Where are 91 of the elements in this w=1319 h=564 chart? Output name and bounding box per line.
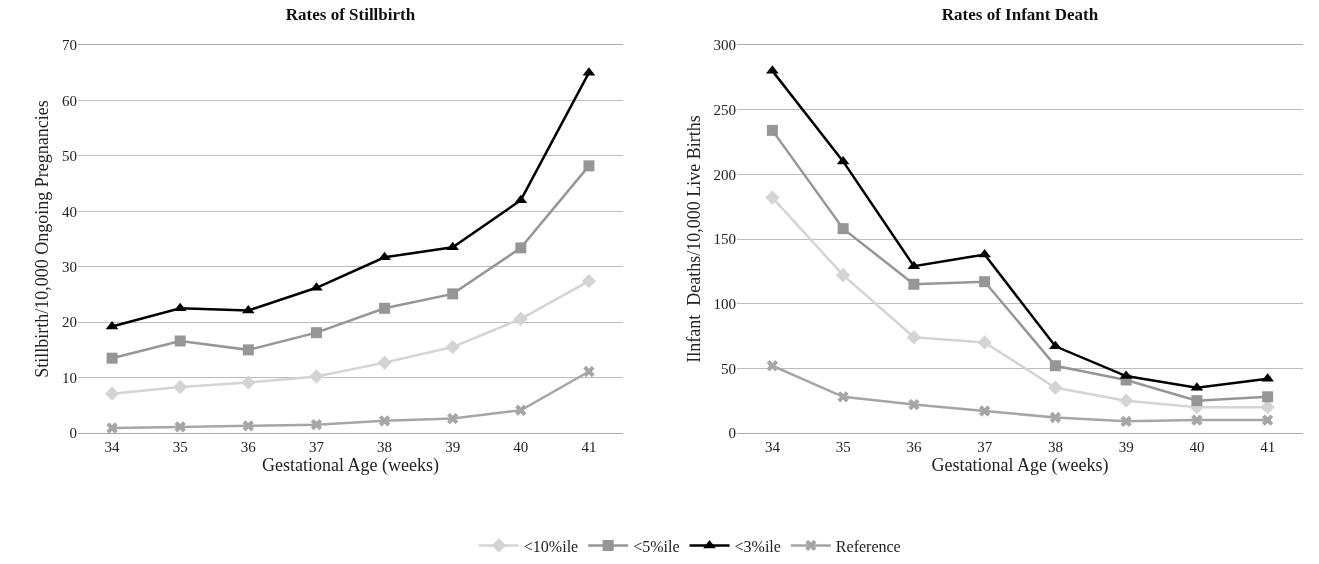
point xyxy=(837,223,849,235)
y-tick-label: 10 xyxy=(62,369,77,386)
point xyxy=(174,335,186,347)
x-tick-label: 39 xyxy=(1118,439,1134,455)
y-tick-label: 250 xyxy=(713,101,736,118)
legend-label: Reference xyxy=(835,537,901,555)
x-tick-label: 35 xyxy=(835,439,851,455)
y-tick-label: 30 xyxy=(62,258,77,275)
point xyxy=(583,365,595,378)
point xyxy=(310,419,323,431)
point xyxy=(581,273,597,289)
point xyxy=(447,412,459,425)
point xyxy=(837,391,849,403)
point xyxy=(513,311,528,326)
point xyxy=(515,242,527,254)
x-tick-label: 38 xyxy=(1047,439,1063,455)
point xyxy=(766,360,779,372)
chart-title: Rates of Infant Death xyxy=(941,4,1099,24)
y-axis-title: Ilnfant Deaths/10,000 Live Births xyxy=(683,115,704,363)
point xyxy=(447,288,459,300)
point xyxy=(515,404,527,416)
x-tick-label: 37 xyxy=(977,439,993,455)
point xyxy=(446,241,460,251)
point xyxy=(835,268,851,283)
y-tick-label: 300 xyxy=(713,37,736,54)
point xyxy=(173,302,187,312)
x-tick-label: 40 xyxy=(1189,439,1205,455)
legend-label: <10%ile xyxy=(523,537,579,555)
point xyxy=(445,339,460,355)
y-tick-label: 200 xyxy=(713,166,736,183)
y-tick-label: 0 xyxy=(728,425,736,442)
point xyxy=(242,344,254,356)
point xyxy=(1049,340,1062,350)
point xyxy=(309,369,324,384)
point xyxy=(766,124,778,136)
x-tick-label: 34 xyxy=(764,439,781,455)
x-tick-label: 37 xyxy=(308,439,325,455)
x-axis-title: Gestational Age (weeks) xyxy=(262,455,439,477)
point xyxy=(106,422,118,433)
point xyxy=(1118,393,1134,408)
chart-title: Rates of Stillbirth xyxy=(285,4,416,24)
y-tick-label: 50 xyxy=(62,148,77,165)
point xyxy=(174,421,186,433)
point xyxy=(908,398,920,411)
x-tick-label: 39 xyxy=(445,439,461,455)
x-axis-title: Gestational Age (weeks) xyxy=(931,455,1109,477)
legend-label: <3%ile xyxy=(734,537,781,555)
point xyxy=(765,190,780,205)
point xyxy=(377,355,392,370)
y-tick-label: 150 xyxy=(713,231,736,248)
y-tick-label: 70 xyxy=(62,37,77,54)
point xyxy=(241,375,256,390)
y-tick-label: 50 xyxy=(721,360,736,377)
point xyxy=(1262,391,1274,403)
point xyxy=(978,405,991,417)
point xyxy=(1261,414,1274,426)
x-tick-label: 34 xyxy=(104,439,121,455)
point xyxy=(242,420,254,432)
y-tick-label: 0 xyxy=(69,425,77,442)
point xyxy=(1049,411,1062,424)
point xyxy=(106,352,118,364)
x-tick-label: 40 xyxy=(513,439,529,455)
point xyxy=(379,302,391,314)
y-tick-label: 100 xyxy=(713,295,736,312)
point xyxy=(836,155,850,165)
point xyxy=(583,160,595,172)
x-tick-label: 36 xyxy=(906,439,922,455)
x-tick-label: 41 xyxy=(581,439,597,455)
point xyxy=(1048,380,1063,395)
y-tick-label: 60 xyxy=(62,92,77,109)
x-tick-label: 35 xyxy=(172,439,188,455)
point xyxy=(1191,395,1203,407)
x-tick-label: 41 xyxy=(1260,439,1276,455)
point xyxy=(1120,415,1132,428)
y-tick-label: 40 xyxy=(62,203,77,220)
x-tick-label: 36 xyxy=(240,439,257,455)
point xyxy=(104,386,120,401)
point xyxy=(378,251,391,261)
point xyxy=(979,276,991,288)
point xyxy=(173,379,188,395)
point xyxy=(977,335,992,350)
point xyxy=(378,415,391,427)
point xyxy=(908,278,920,290)
x-tick-label: 38 xyxy=(377,439,393,455)
legend-label: <5%ile xyxy=(633,537,680,555)
point xyxy=(310,327,322,339)
point xyxy=(906,330,922,345)
y-tick-label: 20 xyxy=(62,314,77,331)
point xyxy=(1191,414,1203,426)
y-axis-title: Stillbirth/10,000 Ongoing Pregnancies xyxy=(32,100,53,378)
point xyxy=(1049,360,1061,372)
